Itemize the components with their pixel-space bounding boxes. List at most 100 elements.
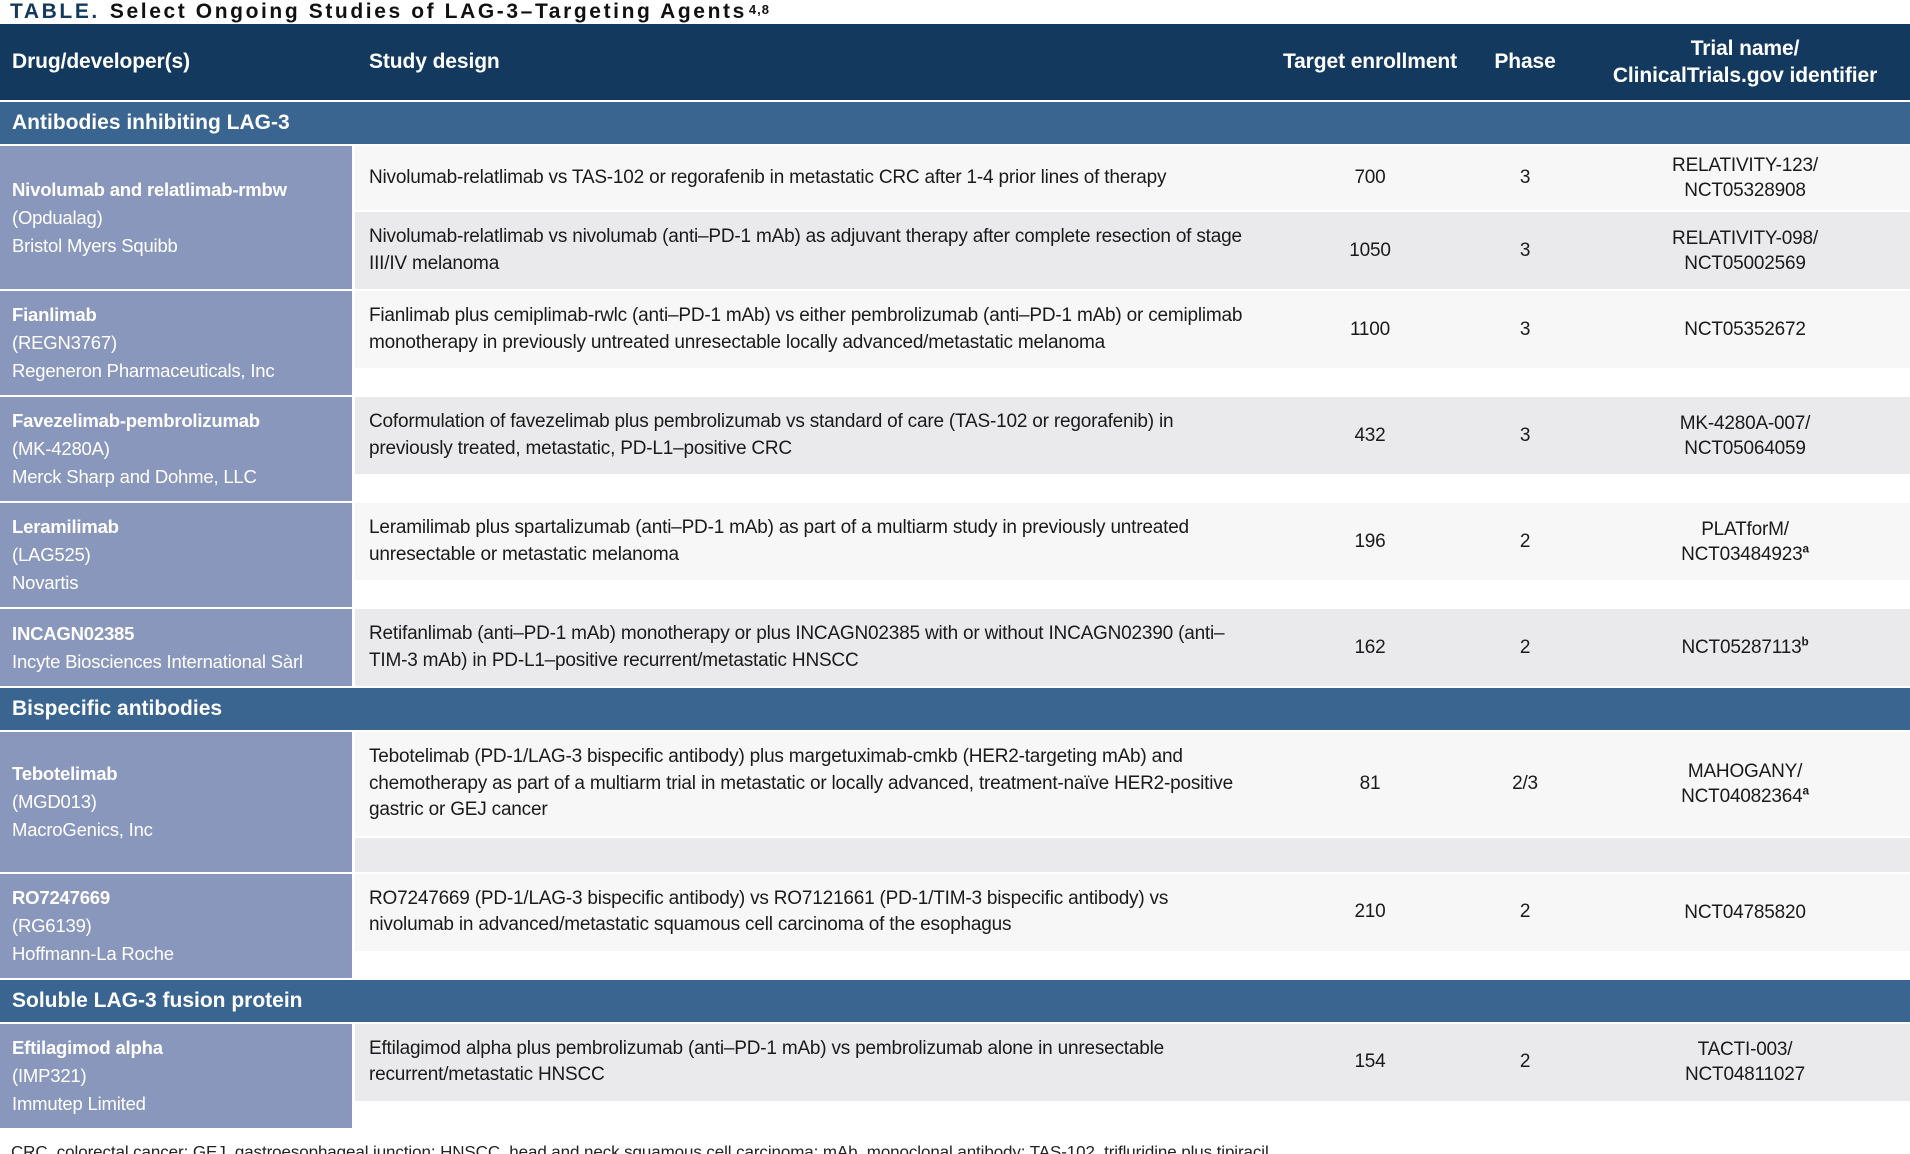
- trial-name-line: MAHOGANY/: [1687, 760, 1803, 782]
- drug-developer: Hoffmann-La Roche: [12, 942, 174, 964]
- phase-cell: 3: [1519, 424, 1531, 446]
- drug-cell: Fianlimab (REGN3767) Regeneron Pharmaceuti…: [0, 291, 355, 395]
- trial-name-cell: TACTI-003/NCT04811027: [1580, 1037, 1910, 1087]
- study-rows: Retifanlimab (anti–PD-1 mAb) monotherapy…: [355, 609, 1910, 686]
- drug-developer: MacroGenics, Inc: [12, 818, 153, 840]
- study-design-cell: Tebotelimab (PD-1/LAG-3 bispecific antib…: [369, 746, 1233, 820]
- drug-alias: (RG6139): [12, 914, 92, 936]
- study-design-cell: Coformulation of favezelimab plus pembro…: [369, 411, 1174, 459]
- drug-alias: (REGN3767): [12, 332, 117, 353]
- study-design-cell: Eftilagimod alpha plus pembrolizumab (an…: [369, 1037, 1164, 1086]
- title-prefix: TABLE.: [10, 0, 100, 23]
- target-enrollment-cell: 1050: [1349, 239, 1391, 261]
- phase-cell: 3: [1519, 318, 1531, 340]
- table-row: Coformulation of favezelimab plus pembro…: [355, 397, 1910, 474]
- target-enrollment-cell: 162: [1354, 636, 1386, 658]
- drug-cell: Favezelimab-pembrolizumab (MK-4280A) Merck…: [0, 397, 355, 501]
- drug-alias: (Opdualag): [12, 206, 103, 228]
- trial-footnote-marker: a: [1802, 542, 1810, 556]
- table-row: Tebotelimab (PD-1/LAG-3 bispecific antib…: [355, 732, 1910, 836]
- col-header-trial-line2: ClinicalTrials.gov identifier: [1612, 64, 1878, 87]
- table-row: Nivolumab-relatlimab vs TAS-102 or regor…: [355, 146, 1910, 210]
- col-header-phase: Phase: [1494, 50, 1556, 73]
- abbreviations-footnote: CRC, colorectal cancer; GEJ, gastroesoph…: [10, 1142, 1910, 1154]
- trial-name-line: PLATforM/: [1701, 518, 1789, 540]
- trial-name-line: NCT05064059: [1684, 437, 1806, 459]
- trial-name-line: NCT04811027: [1685, 1064, 1805, 1085]
- trial-name-cell: MAHOGANY/NCT04082364a: [1580, 759, 1910, 809]
- study-design-cell: Fianlimab plus cemiplimab-rwlc (anti–PD-…: [369, 305, 1243, 353]
- study-rows: Coformulation of favezelimab plus pembro…: [355, 397, 1910, 501]
- drug-cell: RO7247669 (RG6139) Hoffmann-La Roche: [0, 873, 355, 978]
- drug-block: Eftilagimod alpha (IMP321) Immutep Limited…: [0, 1021, 1910, 1128]
- drug-name: INCAGN02385: [12, 622, 135, 644]
- target-enrollment-cell: 210: [1354, 901, 1386, 922]
- trial-name-cell: RELATIVITY-098/NCT05002569: [1580, 226, 1910, 276]
- study-rows: Nivolumab-relatlimab vs TAS-102 or regor…: [355, 146, 1910, 289]
- target-enrollment-cell: 700: [1354, 167, 1386, 188]
- drug-name: Eftilagimod alpha: [12, 1036, 163, 1058]
- study-design-cell: Leramilimab plus spartalizumab (anti–PD-…: [369, 517, 1189, 565]
- study-design-cell: Nivolumab-relatlimab vs nivolumab (anti–…: [369, 226, 1242, 274]
- drug-name: RO7247669: [12, 886, 110, 908]
- trial-name-cell: NCT04785820: [1580, 900, 1910, 925]
- phase-cell: 2: [1519, 636, 1531, 658]
- table-row: Leramilimab plus spartalizumab (anti–PD-…: [355, 503, 1910, 580]
- drug-alias: (IMP321): [12, 1064, 87, 1086]
- study-design-cell: RO7247669 (PD-1/LAG-3 bispecific antibod…: [369, 887, 1169, 936]
- table-row: RO7247669 (PD-1/LAG-3 bispecific antibod…: [355, 873, 1910, 951]
- section-header-row: Antibodies inhibiting LAG-3: [0, 100, 1910, 144]
- table-header-row: Drug/developer(s) Study design Target en…: [0, 24, 1910, 100]
- section-header-row: Bispecific antibodies: [0, 686, 1910, 730]
- table-row: Nivolumab-relatlimab vs nivolumab (anti–…: [355, 210, 1910, 289]
- section-label: Antibodies inhibiting LAG-3: [12, 111, 290, 134]
- col-header-target-enrollment: Target enrollment: [1282, 50, 1458, 73]
- drug-developer: Regeneron Pharmaceuticals, Inc: [12, 360, 275, 381]
- drug-name: Favezelimab-pembrolizumab: [12, 410, 260, 431]
- table-sections: Antibodies inhibiting LAG-3 Nivolumab and…: [0, 100, 1910, 1128]
- table-title: TABLE. Select Ongoing Studies of LAG-3–T…: [10, 0, 770, 23]
- table-row: Eftilagimod alpha plus pembrolizumab (an…: [355, 1023, 1910, 1101]
- table-row: Fianlimab plus cemiplimab-rwlc (anti–PD-…: [355, 291, 1910, 368]
- drug-name: Nivolumab and relatlimab-rmbw: [12, 178, 287, 200]
- drug-name: Leramilimab: [12, 516, 119, 537]
- study-rows: Tebotelimab (PD-1/LAG-3 bispecific antib…: [355, 732, 1910, 872]
- target-enrollment-cell: 1100: [1349, 318, 1391, 340]
- drug-name: Tebotelimab: [12, 762, 118, 784]
- phase-cell: 2: [1519, 901, 1531, 922]
- phase-cell: 3: [1519, 167, 1531, 188]
- drug-developer: Merck Sharp and Dohme, LLC: [12, 466, 257, 487]
- study-design-cell: Nivolumab-relatlimab vs TAS-102 or regor…: [369, 166, 1167, 188]
- trial-name-cell: RELATIVITY-123/NCT05328908: [1580, 153, 1910, 203]
- col-header-drug-developer: Drug/developer(s): [12, 50, 190, 73]
- phase-cell: 2: [1519, 530, 1531, 552]
- footnote-text: CRC, colorectal cancer; GEJ, gastroesoph…: [11, 1142, 1274, 1154]
- drug-developer: Novartis: [12, 572, 79, 593]
- study-rows: Leramilimab plus spartalizumab (anti–PD-…: [355, 503, 1910, 607]
- trial-name-line: NCT03484923a: [1681, 542, 1810, 565]
- drug-cell: Tebotelimab (MGD013) MacroGenics, Inc: [0, 732, 355, 872]
- trial-name-line: NCT04082364a: [1681, 784, 1809, 807]
- study-rows: Eftilagimod alpha plus pembrolizumab (an…: [355, 1023, 1910, 1128]
- section-header-row: Soluble LAG-3 fusion protein: [0, 977, 1910, 1022]
- drug-alias: (LAG525): [12, 544, 91, 565]
- table-row: [355, 835, 1910, 872]
- phase-cell: 2: [1519, 1051, 1531, 1072]
- drug-alias: (MGD013): [12, 790, 97, 812]
- drug-developer: Incyte Biosciences International Sàrl: [12, 650, 303, 672]
- target-enrollment-cell: 432: [1354, 424, 1386, 446]
- drug-block: Fianlimab (REGN3767) Regeneron Pharmaceuti…: [0, 289, 1910, 395]
- trial-name-cell: NCT05287113b: [1580, 635, 1910, 660]
- trial-name-line: RELATIVITY-098/: [1672, 227, 1818, 249]
- col-header-trial-name: Trial name/ ClinicalTrials.gov identifie…: [1580, 31, 1910, 94]
- title-text: Select Ongoing Studies of LAG-3–Targetin…: [109, 0, 747, 23]
- drug-cell: INCAGN02385 Incyte Biosciences Internatio…: [0, 609, 355, 686]
- target-enrollment-cell: 196: [1354, 530, 1386, 552]
- drug-developer: Bristol Myers Squibb: [12, 234, 178, 256]
- footnotes: CRC, colorectal cancer; GEJ, gastroesoph…: [0, 1127, 1910, 1154]
- col-header-trial-line1: Trial name/: [1690, 36, 1800, 60]
- trial-name-line: NCT04785820: [1684, 901, 1806, 923]
- section-label: Soluble LAG-3 fusion protein: [12, 988, 303, 1012]
- study-design-cell: Retifanlimab (anti–PD-1 mAb) monotherapy…: [369, 623, 1225, 671]
